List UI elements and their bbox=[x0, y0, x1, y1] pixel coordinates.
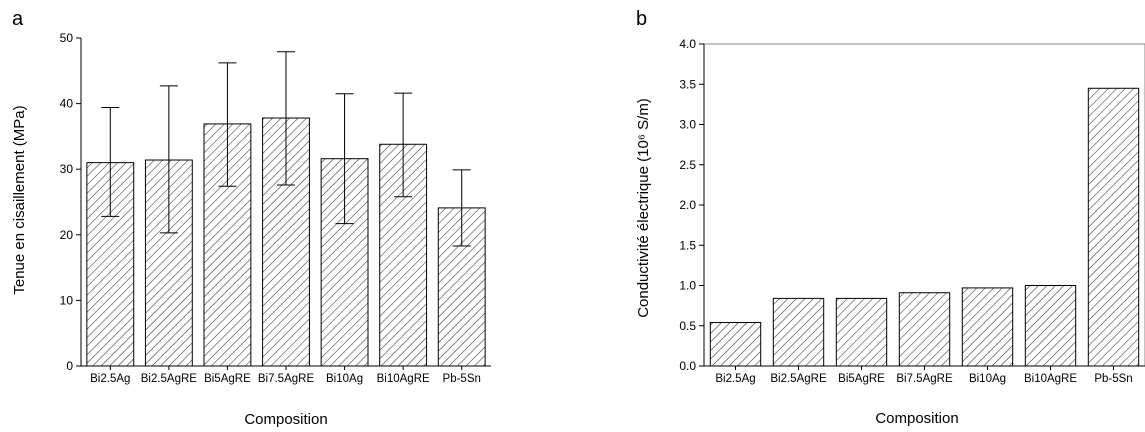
bar bbox=[772, 297, 825, 367]
x-tick-label: Bi2.5AgRE bbox=[141, 373, 198, 385]
panel-a-xlabel: Composition bbox=[244, 411, 327, 428]
bar bbox=[835, 297, 888, 367]
x-tick-label: Bi5AgRE bbox=[838, 373, 885, 385]
y-tick-label: 2.0 bbox=[679, 198, 696, 212]
panel-letter-b: b bbox=[636, 8, 647, 30]
panel-b-xlabel: Composition bbox=[875, 410, 958, 427]
x-tick-label: Bi2.5Ag bbox=[90, 373, 130, 385]
panel-b-chart: 0.0 0.5 1.0 1.5 2.0 2.5 3.0 3.5 4.0 Bi2.5Ag Bi2.5A… bbox=[679, 37, 1145, 385]
bar bbox=[1024, 285, 1077, 367]
x-tick-label: Bi10AgRE bbox=[1024, 373, 1077, 385]
x-tick-label: Pb-5Sn bbox=[443, 373, 481, 385]
panel-letter-a: a bbox=[12, 8, 24, 30]
x-tick-label: Bi7.5AgRE bbox=[258, 373, 315, 385]
x-tick-label: Bi10Ag bbox=[326, 373, 363, 385]
x-tick-label: Bi10AgRE bbox=[377, 373, 430, 385]
panel-b-ylabel: Conductivité électrique (10⁶ S/m) bbox=[635, 98, 652, 318]
y-tick-label: 1.5 bbox=[679, 238, 696, 252]
y-tick-label: 40 bbox=[60, 97, 74, 111]
y-tick-label: 0.5 bbox=[679, 319, 696, 333]
x-tick-label: Bi2.5AgRE bbox=[770, 373, 827, 385]
x-tick-label: Bi5AgRE bbox=[204, 373, 251, 385]
y-tick-label: 3.0 bbox=[679, 118, 696, 132]
bar bbox=[262, 117, 310, 367]
y-tick-label: 50 bbox=[60, 31, 74, 45]
y-tick-label: 4.0 bbox=[679, 37, 696, 51]
panel-a-chart: 0 10 20 30 40 50 Bi2.5Ag Bi2.5AgRE Bi5AgRE Bi7.5A… bbox=[60, 31, 491, 385]
y-tick-label: 2.5 bbox=[679, 158, 696, 172]
bar bbox=[898, 292, 951, 367]
y-tick-label: 0 bbox=[66, 359, 73, 373]
x-tick-label: Pb-5Sn bbox=[1094, 373, 1132, 385]
panel-a-ylabel: Tenue en cisaillement (MPa) bbox=[11, 105, 28, 294]
bar bbox=[709, 322, 762, 367]
y-tick-label: 20 bbox=[60, 228, 74, 242]
y-tick-label: 10 bbox=[60, 293, 74, 307]
bar bbox=[961, 287, 1014, 367]
y-tick-label: 0.0 bbox=[679, 359, 696, 373]
bar bbox=[1087, 87, 1140, 367]
x-tick-label: Bi10Ag bbox=[969, 373, 1006, 385]
x-tick-label: Bi2.5Ag bbox=[715, 373, 755, 385]
x-tick-label: Bi7.5AgRE bbox=[896, 373, 953, 385]
y-tick-label: 30 bbox=[60, 162, 74, 176]
y-tick-label: 3.5 bbox=[679, 77, 696, 91]
y-tick-label: 1.0 bbox=[679, 279, 696, 293]
